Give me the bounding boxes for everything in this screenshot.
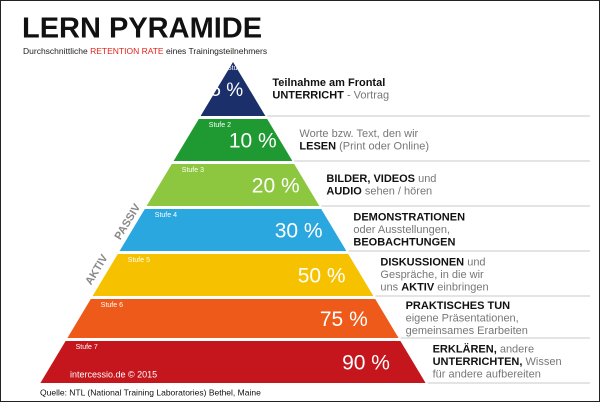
description-line: Teilnahme am Frontal (272, 77, 385, 89)
pyramid: Stufe 15 % Teilnahme am FrontalUNTERRICHT… (40, 62, 590, 384)
description-text: oder Ausstellungen, (353, 224, 450, 236)
description-text: sehen / hören (362, 185, 432, 197)
level-band (67, 299, 399, 338)
description-keyword: BEOBACHTUNGEN (353, 236, 455, 248)
percent-label: 50 % (298, 265, 346, 288)
description-line: uns AKTIV einbringen (380, 281, 488, 293)
description-line: PRAKTISCHES TUN (406, 300, 511, 312)
description-text: und (464, 256, 485, 268)
description-keyword: BILDER, VIDEOS (326, 173, 415, 185)
description-text: andere (497, 343, 534, 355)
description-text: Wissen (522, 356, 561, 368)
description-line: ERKLÄREN, andere (433, 342, 534, 355)
description-line: LESEN (Print oder Online) (299, 140, 429, 152)
stage-label: Stufe 6 (101, 302, 123, 309)
stage-label: Stufe 5 (128, 257, 150, 264)
percent-label: 75 % (320, 308, 368, 331)
subtitle-highlight: RETENTION RATE (90, 46, 164, 56)
description-text: Gespräche, in die wir (380, 269, 484, 281)
description-line: BEOBACHTUNGEN (353, 236, 455, 248)
description-line: Gespräche, in die wir (380, 269, 484, 281)
description-text: eigene Präsentationen, (406, 312, 519, 324)
copyright: intercessio.de © 2015 (70, 369, 157, 379)
description-text: und (415, 173, 436, 185)
source: Quelle: NTL (National Training Laborator… (40, 387, 261, 397)
percent-label: 90 % (342, 352, 390, 375)
description-line: UNTERRICHTEN, Wissen (433, 356, 562, 368)
level-band (119, 209, 347, 251)
description-line: eigene Präsentationen, (406, 312, 519, 324)
description-keyword: LESEN (299, 140, 336, 152)
percent-label: 30 % (275, 220, 323, 243)
description-keyword: AUDIO (326, 185, 362, 197)
stage-label: Stufe 3 (182, 167, 204, 174)
level-band (173, 119, 293, 161)
description-line: für andere aufbereiten (433, 368, 541, 380)
description-line: AUDIO sehen / hören (326, 185, 432, 197)
description-line: gemeinsames Erarbeiten (406, 325, 528, 337)
description-line: BILDER, VIDEOS und (326, 173, 436, 185)
description-keyword: UNTERRICHT (272, 89, 344, 101)
description-line: DISKUSSIONEN und (380, 256, 485, 268)
percent-label: 5 % (210, 80, 243, 101)
description-line: UNTERRICHT - Vortrag (272, 89, 389, 101)
description-text: Worte bzw. Text, den wir (299, 128, 418, 140)
description-keyword: UNTERRICHTEN, (433, 356, 523, 368)
stage-label: Stufe 2 (209, 122, 231, 129)
level-band (146, 164, 320, 206)
description-text: uns (380, 281, 401, 293)
description-keyword: ERKLÄREN, (433, 342, 497, 355)
level-band (40, 341, 426, 383)
description-keyword: Teilnahme am Frontal (272, 77, 385, 89)
description-keyword: AKTIV (401, 281, 435, 293)
stage-label: Stufe 1 (227, 65, 249, 72)
stage-label: Stufe 4 (155, 212, 177, 219)
description-text: - Vortrag (344, 89, 389, 101)
subtitle-part: Durchschnittliche (23, 46, 90, 56)
description-line: DEMONSTRATIONEN (353, 211, 465, 223)
description-text: (Print oder Online) (336, 140, 429, 152)
subtitle: Durchschnittliche RETENTION RATE eines T… (23, 46, 267, 56)
percent-label: 10 % (229, 130, 277, 153)
description-text: einbringen (434, 281, 488, 293)
description-text: für andere aufbereiten (433, 368, 541, 380)
description-keyword: DISKUSSIONEN (380, 256, 464, 268)
description-line: oder Ausstellungen, (353, 224, 450, 236)
description-text: gemeinsames Erarbeiten (406, 325, 528, 337)
percent-label: 20 % (252, 175, 300, 198)
title: LERN PYRAMIDE (22, 13, 262, 45)
stage-label: Stufe 7 (76, 344, 98, 351)
level-band (92, 254, 374, 296)
level-band (200, 62, 266, 116)
description-keyword: PRAKTISCHES TUN (406, 300, 511, 312)
description-line: Worte bzw. Text, den wir (299, 128, 418, 140)
description-keyword: DEMONSTRATIONEN (353, 211, 465, 223)
subtitle-part: eines Trainingsteilnehmers (164, 46, 267, 56)
